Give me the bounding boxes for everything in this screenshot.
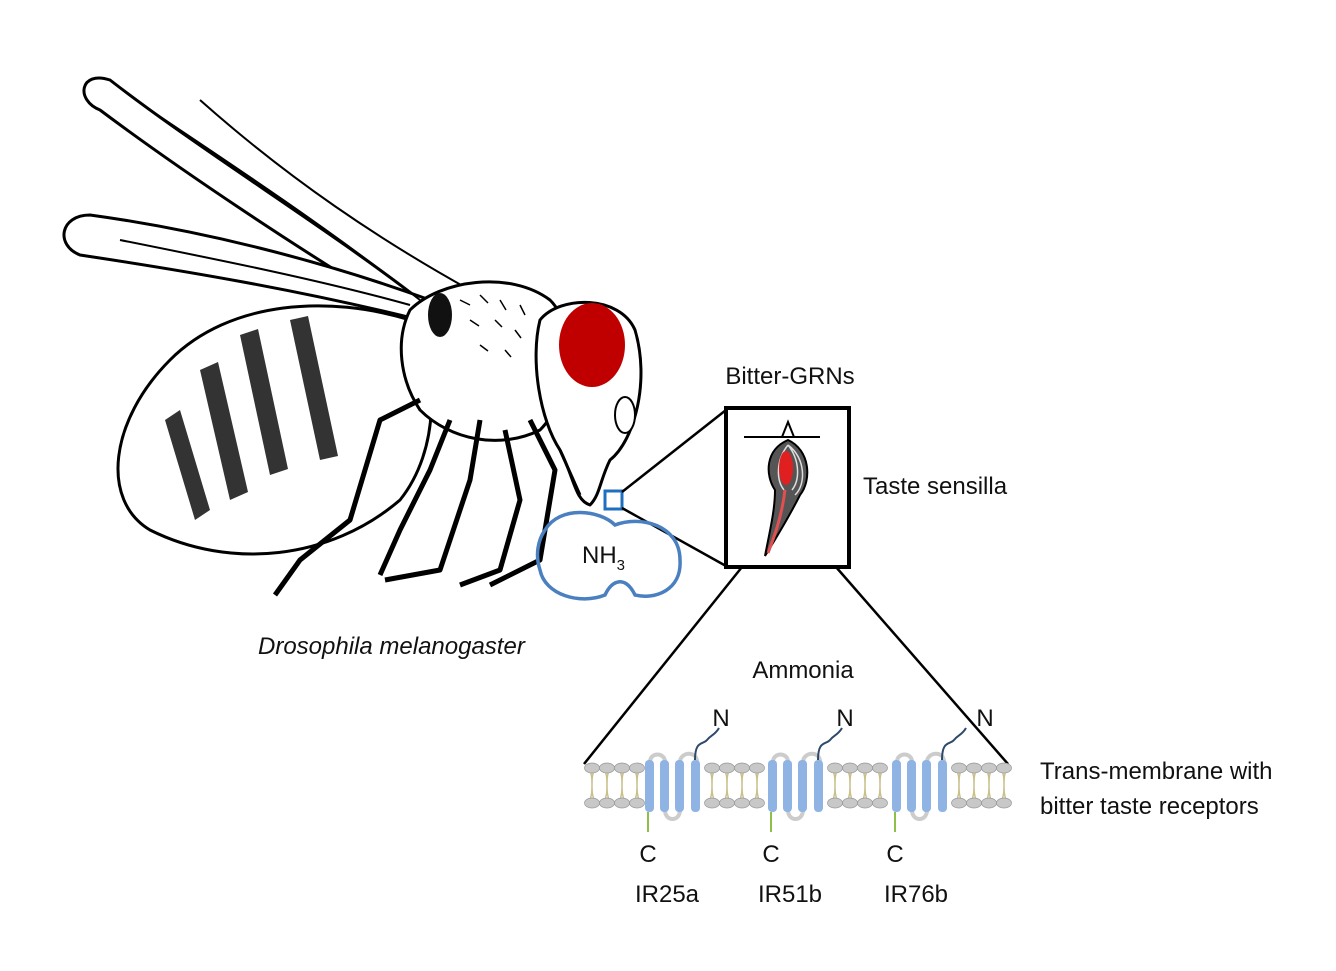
fly-wing-upper bbox=[82, 76, 421, 312]
n-terminus-label: N bbox=[976, 705, 993, 732]
n-terminus bbox=[817, 727, 843, 761]
lipid-bilayer-segment bbox=[951, 762, 1012, 809]
fly-legs bbox=[272, 397, 558, 597]
c-terminus-label: C bbox=[639, 841, 656, 868]
c-terminus-label: C bbox=[762, 841, 779, 868]
receptor-name-label: IR25a bbox=[635, 881, 700, 908]
n-terminus-label: N bbox=[712, 705, 729, 732]
ammonia-formula: NH3 bbox=[582, 542, 625, 574]
bitter-grns-label: Bitter-GRNs bbox=[725, 363, 854, 390]
fly-illustration bbox=[62, 76, 643, 597]
n-terminus-label: N bbox=[836, 705, 853, 732]
zoom-line-right bbox=[835, 566, 1009, 765]
membrane-label-line1: Trans-membrane with bbox=[1040, 758, 1273, 785]
membrane-label-line2: bitter taste receptors bbox=[1040, 793, 1259, 820]
ammonia-label: Ammonia bbox=[752, 657, 854, 684]
cell-membrane: N C IR25a N C IR51b N C IR76b bbox=[584, 705, 1012, 908]
receptor-ir25a: N C IR25a bbox=[635, 705, 730, 908]
fly-wing-lower bbox=[62, 213, 431, 322]
lipid-bilayer-segment bbox=[584, 762, 645, 809]
receptor-name-label: IR76b bbox=[884, 881, 948, 908]
lipid-bilayer-segment bbox=[827, 762, 888, 809]
taste-sensilla-label: Taste sensilla bbox=[863, 473, 1008, 500]
abdomen-stripes bbox=[165, 316, 338, 520]
zoom-line-left bbox=[583, 566, 743, 765]
proboscis-highlight-box bbox=[603, 489, 624, 511]
n-terminus bbox=[941, 727, 967, 761]
fly-eye bbox=[559, 303, 625, 387]
species-label: Drosophila melanogaster bbox=[258, 633, 526, 660]
lipid-bilayer-segment bbox=[704, 762, 765, 809]
receptor-ir51b: N C IR51b bbox=[758, 705, 854, 908]
receptor-ir76b: N C IR76b bbox=[884, 705, 994, 908]
taste-sensillum-icon bbox=[744, 419, 820, 557]
n-terminus bbox=[694, 727, 720, 761]
c-terminus-label: C bbox=[886, 841, 903, 868]
zoom-line-upper bbox=[621, 409, 727, 493]
receptor-name-label: IR51b bbox=[758, 881, 822, 908]
ammonia-cloud bbox=[535, 510, 682, 601]
